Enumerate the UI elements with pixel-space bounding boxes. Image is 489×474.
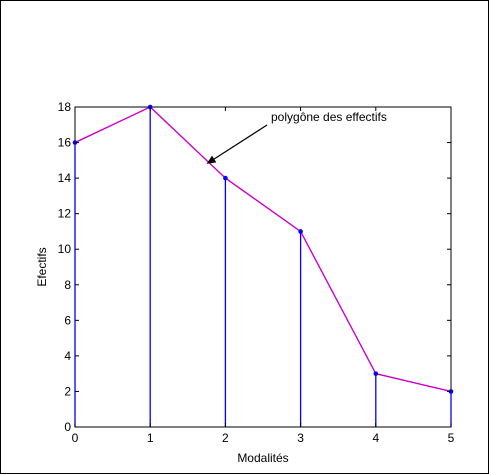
y-tick-label-2: 2	[64, 384, 71, 398]
plot-area	[74, 106, 452, 428]
x-tick-label-3: 3	[297, 431, 304, 445]
y-tick-label-0: 0	[64, 420, 71, 434]
data-markers	[72, 104, 454, 394]
y-tick-label-6: 6	[64, 313, 71, 327]
x-tick-label-4: 4	[372, 431, 379, 445]
y-tick-label-16: 16	[58, 136, 72, 150]
y-tick-label-12: 12	[58, 207, 72, 221]
y-tick-label-18: 18	[58, 100, 72, 114]
marker-2	[223, 175, 228, 181]
y-tick-label-14: 14	[58, 171, 72, 185]
annotation-arrowhead	[206, 155, 217, 164]
y-axis-label: Efectifs	[35, 247, 49, 286]
annotation-arrow	[213, 124, 268, 160]
annotation-text: polygône des effectifs	[271, 110, 387, 124]
y-tick-label-10: 10	[58, 242, 72, 256]
polygon-line	[74, 106, 452, 393]
marker-4	[373, 371, 379, 376]
marker-3	[298, 229, 303, 234]
x-tick-label-1: 1	[147, 431, 154, 445]
y-axis-ticks: 0 2 4 6 8 10 12 14 16 18	[58, 100, 451, 434]
y-tick-label-8: 8	[64, 278, 71, 292]
y-tick-label-4: 4	[64, 349, 71, 363]
x-tick-label-0: 0	[72, 431, 79, 445]
x-tick-label-5: 5	[448, 431, 455, 445]
x-tick-label-2: 2	[222, 431, 229, 445]
x-axis-ticks: 0 1 2 3 4 5	[72, 107, 455, 445]
x-axis-label: Modalités	[237, 451, 288, 465]
